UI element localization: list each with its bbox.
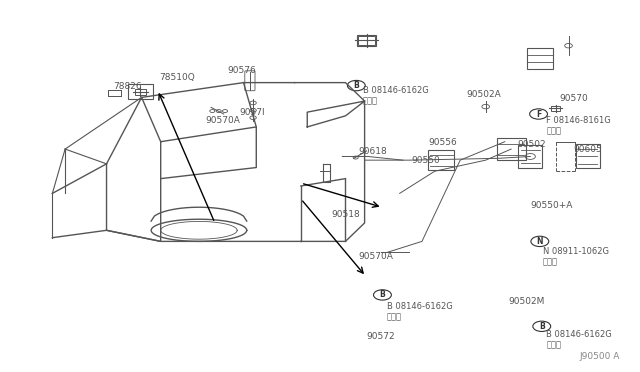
Text: 90570A: 90570A	[205, 116, 240, 125]
Bar	[358, 35, 374, 45]
Text: N: N	[536, 237, 543, 246]
Bar	[575, 144, 600, 169]
Bar	[357, 35, 376, 46]
Bar	[497, 138, 525, 160]
Text: 90572: 90572	[366, 332, 394, 341]
Text: 90570A: 90570A	[358, 253, 393, 262]
Text: B: B	[539, 322, 545, 331]
Text: 78510Q: 78510Q	[159, 73, 195, 82]
Text: F: F	[536, 109, 541, 119]
Text: 90570: 90570	[559, 94, 588, 103]
Text: 90502M: 90502M	[508, 297, 545, 306]
Bar	[551, 106, 560, 111]
Text: B 08146-6162G
（２）: B 08146-6162G （２）	[363, 86, 428, 106]
Text: J90500 A: J90500 A	[579, 352, 620, 361]
Text: 90550: 90550	[411, 157, 440, 166]
Bar	[127, 84, 153, 99]
Text: F 08146-8161G
（２）: F 08146-8161G （２）	[546, 116, 611, 135]
Text: 90502: 90502	[518, 140, 546, 149]
Text: 90576: 90576	[228, 66, 257, 75]
Text: 90550+A: 90550+A	[531, 201, 573, 210]
Text: 90618: 90618	[358, 147, 387, 156]
Bar	[518, 145, 542, 167]
Text: B 08146-6162G
（２）: B 08146-6162G （２）	[387, 302, 452, 322]
Text: 90556: 90556	[428, 138, 457, 147]
Text: 9057I: 9057I	[239, 109, 265, 118]
Text: 90605: 90605	[573, 145, 602, 154]
Text: B 08146-6162G
（４）: B 08146-6162G （４）	[546, 330, 612, 349]
Text: 78826: 78826	[113, 82, 141, 91]
Text: 90518: 90518	[332, 210, 360, 219]
Bar	[527, 48, 552, 69]
Text: N 08911-1062G
（２）: N 08911-1062G （２）	[543, 247, 609, 266]
Text: 90502A: 90502A	[467, 90, 501, 99]
Bar	[135, 89, 146, 95]
Bar	[428, 150, 454, 170]
Text: B: B	[353, 81, 359, 90]
Text: B: B	[380, 291, 385, 299]
